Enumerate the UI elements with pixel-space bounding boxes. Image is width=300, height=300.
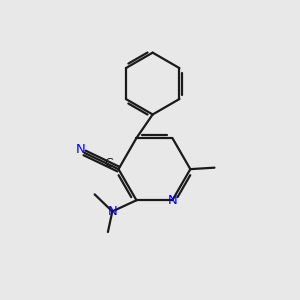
Text: N: N [76, 142, 86, 156]
Text: N: N [168, 194, 178, 207]
Text: N: N [107, 205, 117, 218]
Text: C: C [104, 158, 113, 170]
